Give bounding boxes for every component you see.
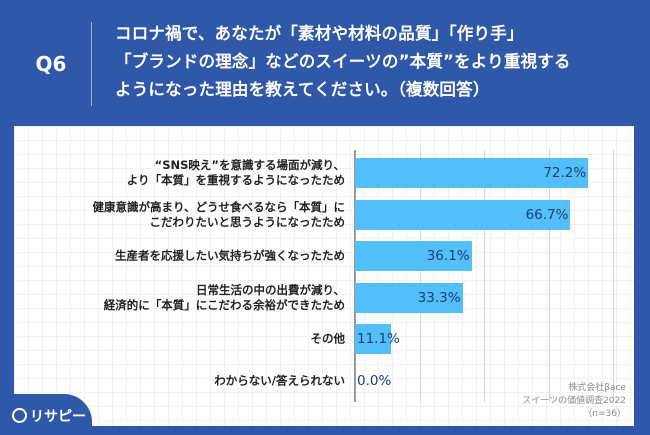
value-label: 72.2% — [543, 165, 587, 181]
gridline — [613, 150, 615, 402]
title-line: コロナ禍で、あなたが「素材や材料の品質」「作り手」 — [115, 24, 524, 43]
bar — [355, 158, 589, 188]
question-number: Q6 — [35, 52, 67, 76]
category-label: わからない/答えられない — [214, 373, 345, 388]
category-label: 生産者を応援したい気持ちが強くなったため — [115, 248, 345, 263]
source-company: 株式会社βace — [568, 383, 626, 393]
value-label: 36.1% — [426, 248, 470, 265]
category-label: その他 — [310, 331, 346, 346]
title-line: ようになった理由を教えてください。（複数回答） — [115, 80, 490, 99]
value-label: 0.0% — [357, 373, 392, 389]
divider — [91, 22, 92, 106]
gridline — [484, 150, 486, 402]
gridline — [419, 150, 421, 402]
gridline — [548, 150, 550, 402]
title-line: 「ブランドの理念」などのスイーツの”本質”をより重視する — [115, 52, 571, 71]
value-label: 11.1% — [357, 331, 400, 348]
y-axis — [354, 150, 356, 402]
source-note: 株式会社βace スイーツの価値調査2022 （n=36） — [522, 382, 626, 421]
source-survey: スイーツの価値調査2022 — [522, 396, 626, 406]
question-title: コロナ禍で、あなたが「素材や材料の品質」「作り手」 「ブランドの理念」などのスイ… — [115, 20, 635, 104]
logo: リサピー — [12, 406, 86, 426]
category-label: 日常生活の中の出費が減り、 経済的に「本質」にこだわる余裕ができたため — [103, 282, 345, 312]
bar — [355, 199, 571, 230]
bar — [355, 241, 472, 272]
bar — [355, 282, 463, 313]
bar — [355, 324, 391, 355]
value-label: 66.7% — [525, 206, 569, 223]
value-label: 33.3% — [417, 289, 461, 306]
pin-icon — [12, 408, 27, 423]
source-sample-size: （n=36） — [583, 409, 626, 419]
logo-text: リサピー — [30, 409, 86, 425]
category-label: “SNS映え”を意識する場面が減り、 より「本質」を重視するようになったため — [126, 158, 345, 187]
category-label: 健康意識が高まり、どうせ食べるなら「本質」に こだわりたいと思うようになったため — [92, 199, 345, 229]
